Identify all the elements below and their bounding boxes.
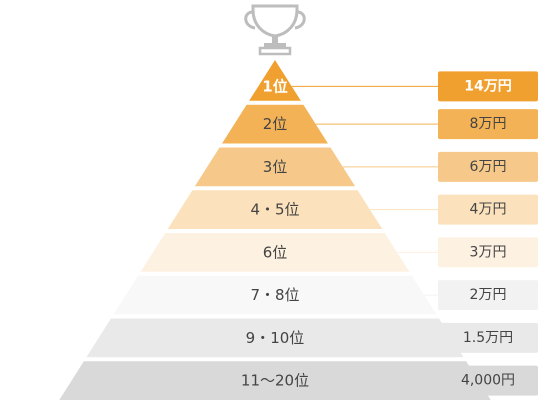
prize-box: 3万円 — [438, 237, 538, 268]
prize-amount-label: 6万円 — [470, 159, 507, 175]
prize-box-background — [438, 280, 538, 311]
prize-amount-label: 14万円 — [464, 78, 511, 94]
prize-box: 8万円 — [438, 109, 538, 140]
prize-box: 6万円 — [438, 151, 538, 182]
pyramid-tier — [86, 318, 464, 358]
pyramid-tier — [140, 233, 410, 272]
pyramid-tier — [222, 104, 328, 144]
prize-box: 2万円 — [438, 280, 538, 311]
prize-box-background — [438, 109, 538, 140]
prize-amount-label: 3万円 — [470, 244, 507, 260]
prize-amount-label: 4,000円 — [461, 373, 515, 389]
prize-amount-label: 2万円 — [470, 287, 507, 303]
tier-rank-label: 1位 — [262, 77, 287, 95]
prize-box-background — [438, 71, 538, 102]
tier-rank-label: 6位 — [263, 243, 288, 261]
prize-box-background — [438, 151, 538, 182]
tier-rank-label: 2位 — [263, 115, 288, 133]
prize-box-background — [438, 194, 538, 225]
tier-rank-label: 3位 — [263, 158, 288, 176]
prize-box-background — [438, 365, 538, 396]
pyramid-tier — [249, 60, 301, 101]
pyramid-tier — [59, 361, 491, 400]
pyramid-tier — [194, 147, 356, 187]
prize-box-background — [438, 237, 538, 268]
prize-box-background — [438, 322, 538, 353]
prize-box: 4,000円 — [438, 365, 538, 396]
tier-rank-label: 7・8位 — [250, 286, 299, 304]
pyramid-tier — [113, 275, 437, 315]
prize-box: 14万円 — [438, 71, 538, 102]
pyramid-tier — [167, 190, 383, 229]
tier-rank-label: 4・5位 — [250, 201, 299, 219]
prize-box: 4万円 — [438, 194, 538, 225]
prize-amount-label: 8万円 — [470, 116, 507, 132]
prize-box: 1.5万円 — [438, 322, 538, 353]
prize-amount-label: 1.5万円 — [463, 330, 513, 346]
trophy-icon — [244, 4, 306, 56]
prize-amount-label: 4万円 — [470, 202, 507, 218]
tier-rank-label: 9・10位 — [246, 329, 305, 347]
tier-rank-label: 11〜20位 — [241, 372, 309, 390]
